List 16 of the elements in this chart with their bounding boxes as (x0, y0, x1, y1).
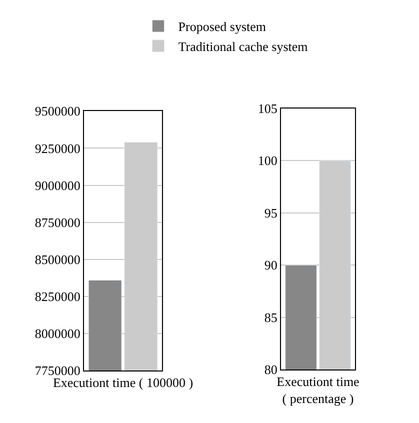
legend-label: Traditional cache system (178, 39, 308, 54)
x-axis-title: Executiont time ( percentage ) (276, 374, 360, 406)
y-tick-label: 80 (264, 362, 278, 378)
y-tick-label: 8500000 (34, 252, 80, 267)
y-tick-label: 100 (258, 153, 278, 168)
y-tick-label: 90 (264, 258, 278, 273)
y-tick-label: 8750000 (34, 214, 80, 230)
y-tick-label: 9500000 (34, 104, 80, 119)
y-tick-label: 85 (264, 310, 278, 325)
y-tick-label: 9250000 (34, 140, 80, 156)
y-tick-label: 8250000 (34, 289, 80, 304)
legend-label: Proposed system (178, 19, 266, 34)
y-tick-label: 105 (258, 100, 278, 116)
y-tick-label: 95 (264, 205, 278, 220)
y-tick-label: 8000000 (34, 326, 80, 342)
y-tick-label: 9000000 (34, 178, 80, 193)
